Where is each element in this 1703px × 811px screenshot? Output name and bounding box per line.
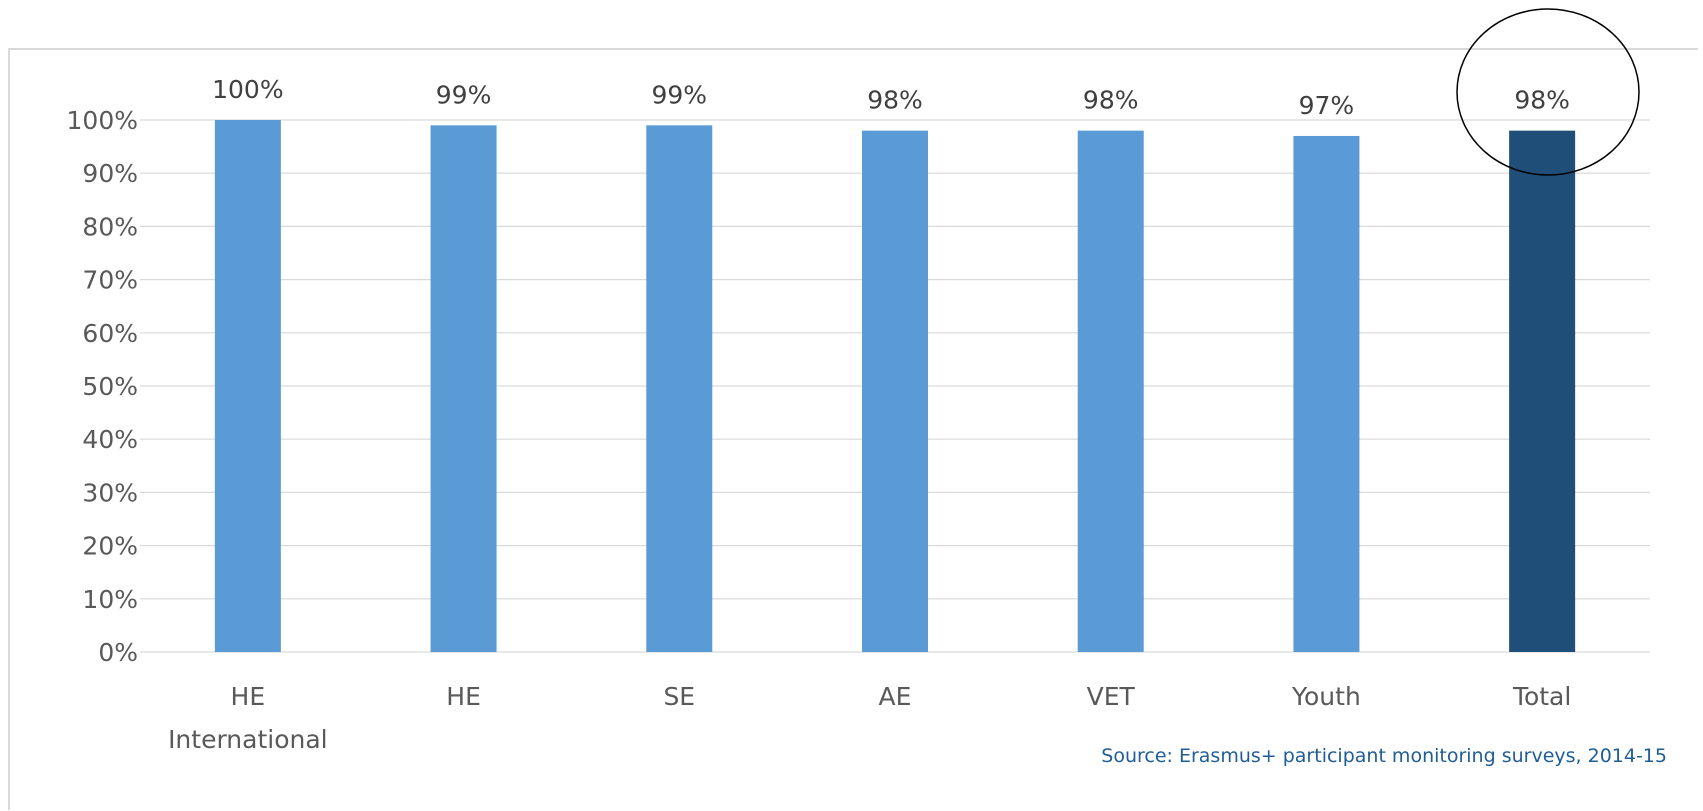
category-label: Total [1512, 682, 1571, 711]
category-label: International [168, 725, 328, 754]
y-tick-label: 70% [82, 266, 138, 295]
data-label: 99% [651, 80, 707, 109]
y-tick-label: 20% [82, 532, 138, 561]
category-label: HE [231, 682, 266, 711]
y-axis-tick-labels: 0% 10% 20% 30% 40% 50% 60% 70% 80% 90% 100% [67, 106, 138, 667]
y-tick-label: 40% [82, 425, 138, 454]
category-labels: HE International HE SE AE VET Youth Total [168, 682, 1571, 754]
category-label: VET [1087, 682, 1136, 711]
bar [1509, 130, 1576, 652]
data-label: 98% [1083, 86, 1139, 115]
chart-frame [8, 48, 1698, 810]
bar [646, 125, 713, 652]
y-tick-label: 10% [82, 585, 138, 614]
source-note: Source: Erasmus+ participant monitoring … [1101, 745, 1667, 767]
category-label: SE [663, 682, 695, 711]
category-label: Youth [1291, 682, 1361, 711]
y-tick-label: 60% [82, 319, 138, 348]
y-tick-label: 30% [82, 478, 138, 507]
bar [214, 120, 281, 652]
data-labels: 100% 99% 99% 98% 98% 97% 98% [212, 75, 1570, 120]
data-label: 98% [1514, 86, 1570, 115]
y-tick-label: 0% [98, 638, 138, 667]
data-label: 100% [212, 75, 283, 104]
y-tick-label: 90% [82, 159, 138, 188]
y-tick-label: 50% [82, 372, 138, 401]
data-label: 98% [867, 86, 923, 115]
category-label: HE [446, 682, 481, 711]
bar [1293, 135, 1360, 652]
bars [214, 120, 1576, 652]
bar [862, 130, 928, 652]
highlight-circle-annotation [1456, 8, 1640, 176]
y-tick-label: 100% [67, 106, 138, 135]
bar [1077, 130, 1144, 652]
data-label: 97% [1299, 91, 1355, 120]
category-label: AE [879, 682, 912, 711]
data-label: 99% [436, 80, 492, 109]
bar [430, 125, 497, 652]
y-tick-label: 80% [82, 212, 138, 241]
